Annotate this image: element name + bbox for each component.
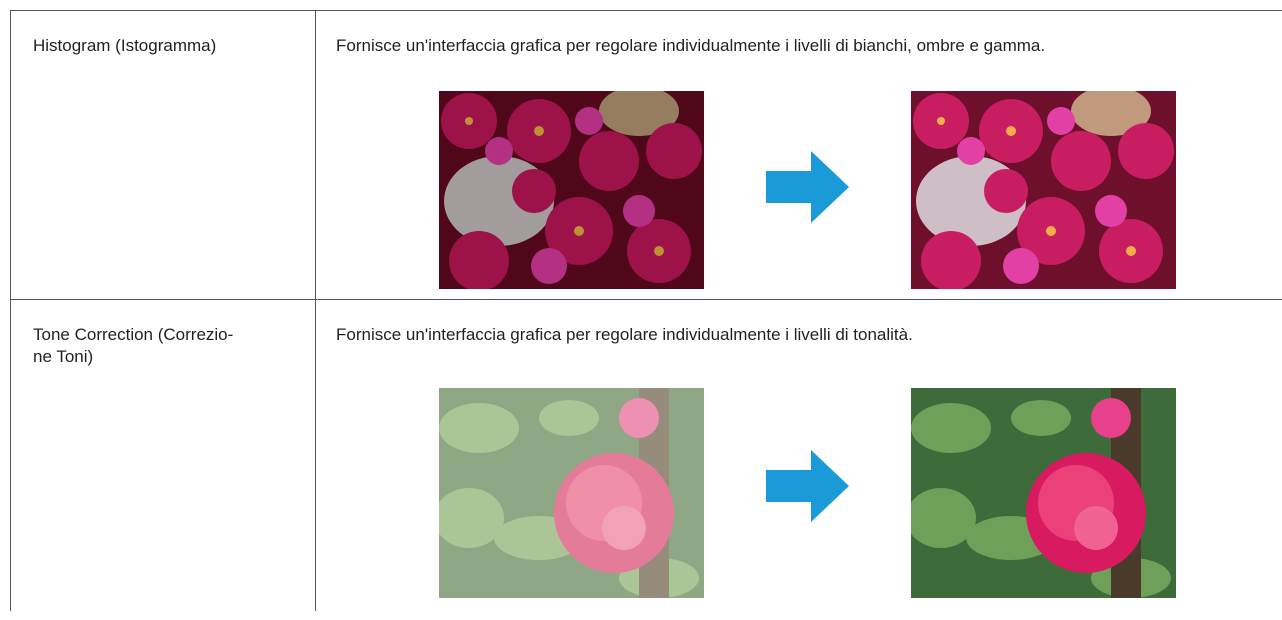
after-image xyxy=(911,388,1176,598)
table: Histogram (Istogramma) Fornisce un'inter… xyxy=(10,10,1282,611)
before-image xyxy=(439,91,704,289)
arrow xyxy=(766,450,849,522)
table-row: Tone Correction (Correzio- ne Toni) Forn… xyxy=(11,300,1282,620)
row-description: Fornisce un'interfaccia grafica per rego… xyxy=(336,325,913,344)
before-image xyxy=(439,388,704,598)
label-line: ne Toni) xyxy=(33,347,94,366)
column-divider xyxy=(315,11,316,611)
after-image xyxy=(911,91,1176,289)
label-line: Histogram (Istogramma) xyxy=(33,36,217,55)
arrow xyxy=(766,151,849,223)
table-row: Histogram (Istogramma) Fornisce un'inter… xyxy=(11,11,1282,300)
row-description: Fornisce un'interfaccia grafica per rego… xyxy=(336,36,1046,55)
page: {"table": {"rows": [ {"label": ["Histogr… xyxy=(10,10,1282,611)
row-label: Tone Correction (Correzio- ne Toni) xyxy=(33,324,303,368)
row-label: Histogram (Istogramma) xyxy=(33,35,303,57)
label-line: Tone Correction (Correzio- xyxy=(33,325,234,344)
